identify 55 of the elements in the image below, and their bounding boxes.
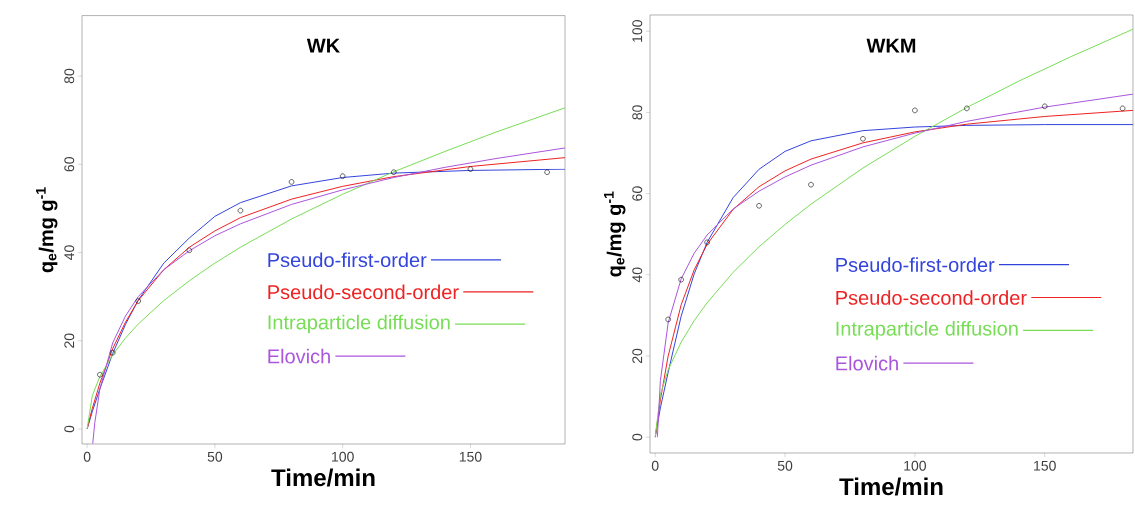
y-tick-label: 80: [64, 68, 75, 84]
point: [288, 179, 295, 185]
y-axis-title: q$_{e}$/mg g$^{-1}$: [604, 191, 626, 277]
point: [391, 169, 397, 175]
y-tick-label: 60: [64, 157, 75, 172]
point: [912, 107, 918, 114]
point: [704, 239, 710, 246]
point: [544, 169, 550, 175]
line-series: [654, 28, 1133, 438]
point: [860, 136, 866, 142]
point: [964, 105, 970, 112]
line-series: [86, 107, 566, 430]
y-tick-label: 80: [632, 105, 643, 120]
legend-label: Pseudo-first-order: [268, 252, 427, 268]
legend-label: Pseudo-second-order: [836, 290, 1027, 305]
point: [186, 247, 193, 254]
y-tick-label: 40: [64, 245, 75, 260]
point: [756, 203, 762, 209]
point: [109, 349, 116, 356]
y-tick-label: 0: [632, 433, 643, 441]
x-tick-label: 50: [777, 460, 793, 471]
x-tick-label: 150: [459, 451, 482, 462]
text: WKM: [866, 38, 916, 53]
legend-label: Intraparticle diffusion: [268, 314, 450, 334]
legend-label: Pseudo-second-order: [268, 284, 459, 300]
point: [237, 207, 244, 214]
y-tick-label: 20: [64, 333, 75, 348]
point: [678, 276, 684, 283]
point: [97, 372, 103, 378]
x-tick-label: 150: [1034, 460, 1056, 471]
y-axis-title: q$_{e}$/mg g$^{-1}$: [36, 187, 58, 273]
x-axis-title: Time/min: [271, 468, 375, 487]
x-tick-label: 0: [651, 460, 659, 471]
legend-label: Elovich: [268, 348, 330, 364]
legend-label: Pseudo-first-order: [836, 257, 995, 272]
point: [1119, 105, 1126, 112]
x-tick-label: 50: [207, 451, 223, 462]
text: WK: [306, 38, 340, 53]
point: [808, 181, 814, 188]
x-tick-label: 100: [904, 460, 927, 471]
x-tick-label: 100: [332, 451, 354, 462]
y-tick-label: 20: [632, 348, 643, 364]
x-tick-label: 0: [83, 451, 91, 462]
x-axis-title: Time/min: [839, 477, 943, 496]
point: [665, 316, 671, 323]
point: [339, 173, 346, 179]
point: [467, 166, 474, 172]
y-tick-label: 60: [632, 186, 643, 201]
y-tick-label: 100: [632, 20, 643, 42]
legend-label: Intraparticle diffusion: [836, 321, 1018, 340]
y-tick-label: 40: [632, 267, 643, 283]
point: [1042, 103, 1048, 110]
point: [135, 298, 141, 304]
y-tick-label: 0: [64, 425, 75, 433]
legend-label: Elovich: [836, 355, 898, 371]
